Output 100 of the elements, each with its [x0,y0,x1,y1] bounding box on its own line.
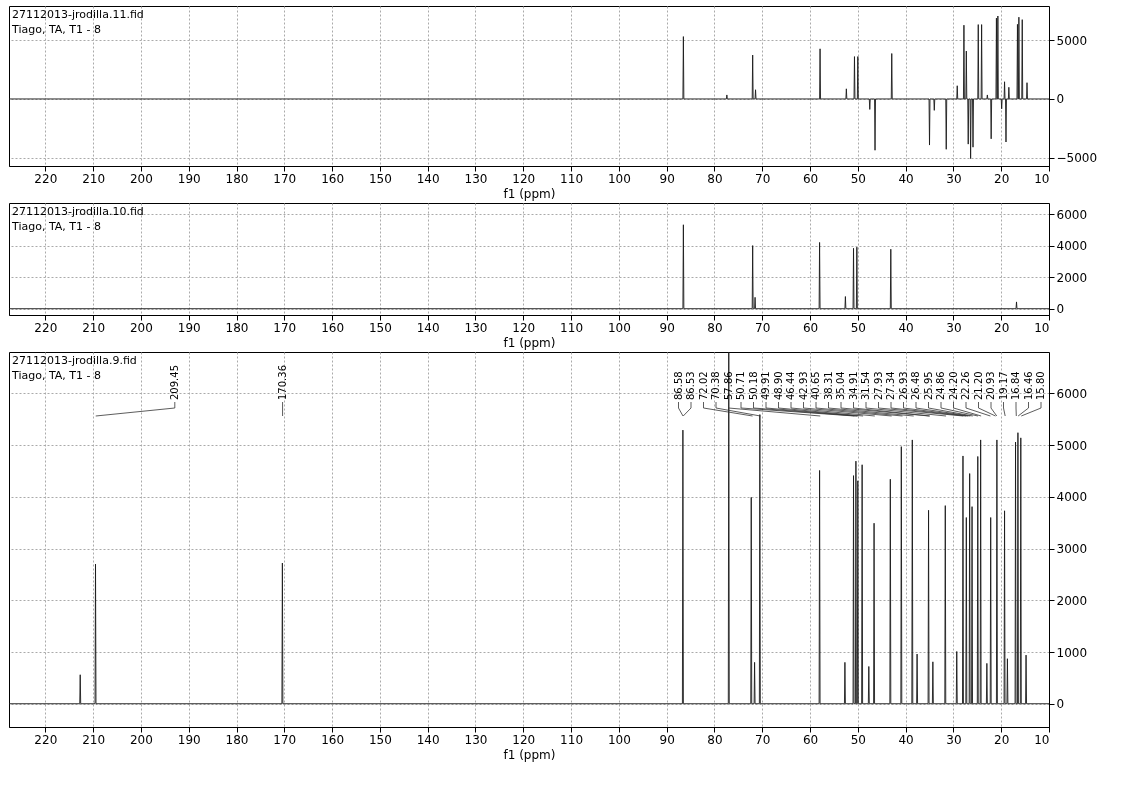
text: Tiago, TA, T1 - 8 [11,23,101,36]
x-tick-label: 140 [416,320,440,335]
x-tick-label: 160 [321,320,345,335]
x-tick-label: 80 [707,732,723,747]
x-tick-label: 70 [755,732,771,747]
annotation: 42.93 [797,371,809,400]
x-tick-label: 90 [659,732,675,747]
annotation: 22.26 [960,371,971,400]
annotation: 16.84 [1010,371,1021,400]
annotation: 49.91 [760,371,771,400]
x-tick-label: 220 [34,171,58,186]
y-tick-label: 6000 [1056,207,1088,222]
x-tick-label: 130 [464,732,488,747]
y-tick-label: 4000 [1056,490,1088,505]
x-tick-label: 60 [802,171,819,186]
x-tick-label: 120 [512,320,536,335]
annotation: 24.20 [947,371,959,400]
annotation: 19.17 [997,371,1009,400]
x-tick-label: 30 [946,732,962,747]
x-tick-label: 80 [707,320,723,335]
x-tick-label: 130 [464,320,488,335]
x-tick-label: 50 [850,320,866,335]
annotation: 70.38 [710,371,721,400]
x-tick-label: 20 [994,171,1010,186]
x-tick-label: 10 [1034,320,1050,335]
x-tick-label: 190 [177,171,201,186]
annotation: 48.90 [772,371,784,400]
x-tick-label: 210 [82,320,106,335]
annotation: 15.80 [1035,371,1046,400]
x-tick-label: 30 [946,171,962,186]
x-tick-label: 40 [898,732,914,747]
x-tick-label: 220 [34,732,58,747]
x-tick-label: 80 [707,171,723,186]
x-tick-label: 120 [512,171,536,186]
chart-title: 27112013-jrodilla.10.fid [12,205,144,218]
annotation: 26.93 [897,371,909,400]
x-axis-title: f1 (ppm) [503,747,556,762]
x-tick-label: 30 [946,320,962,335]
x-tick-label: 60 [802,320,819,335]
annotation: 35.04 [835,371,846,400]
x-tick-label: 170 [273,320,297,335]
y-tick-label: −5000 [1056,151,1098,166]
y-tick-label: 1000 [1056,645,1088,660]
x-tick-label: 60 [802,732,819,747]
x-tick-label: 130 [464,171,488,186]
y-tick-label: 5000 [1056,438,1088,453]
x-tick-label: 150 [368,171,392,186]
x-tick-label: 180 [225,320,249,335]
x-tick-label: 40 [898,171,914,186]
x-tick-label: 160 [321,171,345,186]
annotation: 16.46 [1022,371,1034,400]
x-tick-label: 10 [1034,732,1050,747]
x-axis-title: f1 (ppm) [503,335,556,350]
annotation: 86.58 [672,371,684,400]
annotation: 209.45 [168,365,180,400]
chart-title: 27112013-jrodilla.11.fid [12,8,144,21]
line-series [9,352,1049,705]
x-tick-label: 50 [850,171,866,186]
x-tick-label: 200 [129,171,153,186]
x-tick-label: 100 [607,320,631,335]
x-tick-label: 140 [416,732,440,747]
y-tick-label: 0 [1056,302,1065,317]
annotation: 21.20 [972,371,984,400]
annotation: 25.95 [922,371,934,400]
y-tick-label: 6000 [1056,386,1088,401]
x-tick-label: 200 [129,320,153,335]
x-tick-label: 120 [512,732,536,747]
x-tick-label: 40 [898,320,914,335]
chart-title: 27112013-jrodilla.9.fid [12,354,137,367]
annotation: 26.48 [910,371,921,400]
annotation: 31.54 [860,371,871,400]
text: Tiago, TA, T1 - 8 [11,369,101,382]
x-tick-label: 70 [755,171,771,186]
text: Tiago, TA, T1 - 8 [11,220,101,233]
x-tick-label: 110 [560,320,584,335]
x-tick-label: 10 [1034,171,1050,186]
line-series [9,224,1049,310]
annotation: 24.86 [935,371,946,400]
x-axis-title: f1 (ppm) [503,186,556,201]
x-tick-label: 210 [82,732,106,747]
y-tick-label: 2000 [1056,593,1088,608]
x-tick-label: 190 [177,320,201,335]
x-tick-label: 170 [273,171,297,186]
x-tick-label: 200 [129,732,153,747]
annotation: 27.34 [885,371,896,400]
y-tick-label: 5000 [1056,33,1088,48]
x-tick-label: 100 [607,171,631,186]
x-tick-label: 150 [368,320,392,335]
annotation: 46.44 [785,371,796,400]
annotation: 50.18 [747,371,759,400]
x-tick-label: 110 [560,171,584,186]
y-tick-label: 3000 [1056,542,1088,557]
annotation: 170.36 [276,365,288,400]
y-tick-label: 2000 [1056,270,1088,285]
x-tick-label: 20 [994,320,1010,335]
x-tick-label: 180 [225,171,249,186]
x-tick-label: 100 [607,732,631,747]
y-tick-label: 4000 [1056,239,1088,254]
annotation: 50.71 [735,371,746,400]
y-tick-label: 0 [1056,92,1065,107]
